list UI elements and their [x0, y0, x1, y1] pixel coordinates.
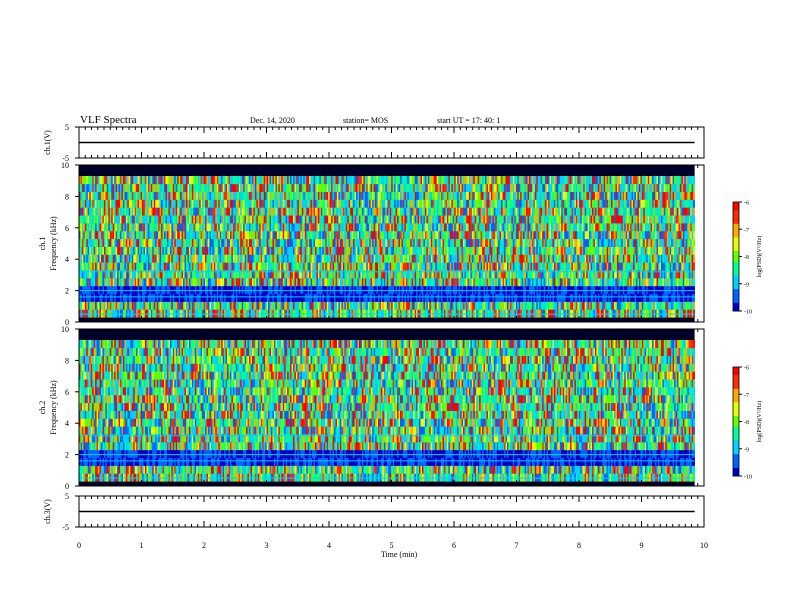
station-label: station= MOS — [343, 116, 388, 125]
date-label: Dec. 14, 2020 — [250, 116, 295, 125]
waveform-panel-ch1: 5-5ch.1(V) — [43, 123, 704, 163]
y-axis-label: ch.1(V) — [43, 130, 52, 155]
vlf-figure: VLF Spectra Dec. 14, 2020 station= MOS s… — [0, 0, 792, 612]
figure-title: VLF Spectra — [80, 114, 137, 126]
y-tick-label: 5 — [65, 123, 69, 132]
start-time-label: start UT = 17: 40: 1 — [437, 116, 500, 125]
